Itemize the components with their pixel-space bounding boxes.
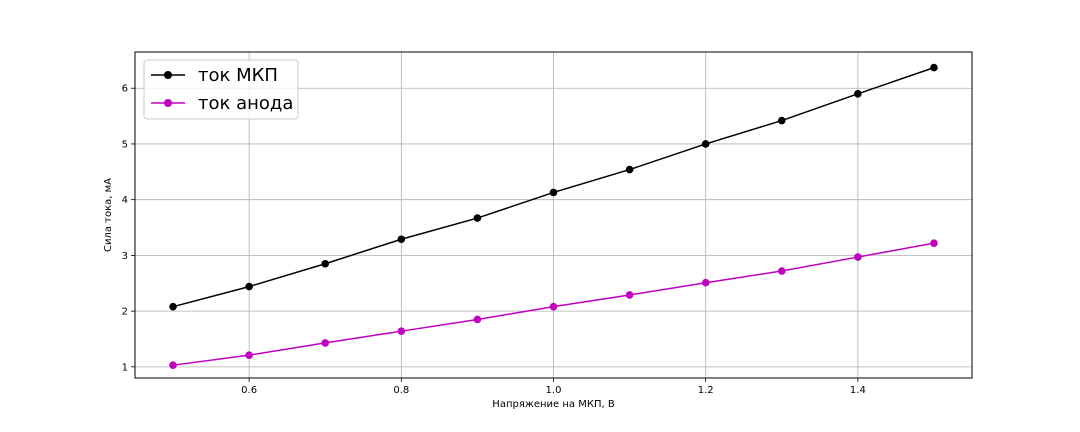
legend-label-tok-mkp: ток МКП xyxy=(198,65,278,86)
x-tick-label: 1.0 xyxy=(546,385,562,396)
legend-label-tok-anoda: ток анода xyxy=(198,93,293,114)
y-tick-label: 2 xyxy=(122,307,128,318)
y-axis-ticks: 1 2 3 4 5 6 xyxy=(122,84,135,373)
y-tick-label: 3 xyxy=(122,251,128,262)
y-axis-label: Сила тока, мА xyxy=(103,178,114,252)
data-point xyxy=(321,339,330,347)
series-layer xyxy=(169,63,938,369)
y-tick-label: 6 xyxy=(122,84,128,95)
legend-marker-tok-mkp xyxy=(164,71,172,79)
data-point xyxy=(854,253,862,261)
data-point xyxy=(854,89,862,98)
x-tick-label: 1.4 xyxy=(850,385,866,396)
data-point xyxy=(169,302,177,311)
x-tick-label: 0.6 xyxy=(241,385,257,396)
legend-marker-tok-anoda xyxy=(164,99,172,107)
x-axis-label: Напряжение на МКП, В xyxy=(492,399,615,410)
data-point xyxy=(777,267,786,275)
legend: ток МКП ток анода xyxy=(143,59,299,120)
data-point xyxy=(245,351,253,359)
x-tick-label: 1.2 xyxy=(698,385,714,396)
data-point xyxy=(549,188,558,197)
x-axis-ticks: 0.6 0.8 1.0 1.2 1.4 xyxy=(241,378,866,396)
data-point xyxy=(473,315,482,324)
y-tick-label: 1 xyxy=(122,362,128,373)
data-point xyxy=(473,214,482,222)
data-point xyxy=(701,278,710,287)
data-point xyxy=(930,63,938,72)
data-point xyxy=(625,291,634,299)
data-point xyxy=(397,327,406,335)
data-point xyxy=(169,361,177,369)
data-point xyxy=(245,282,253,291)
data-point xyxy=(930,239,938,247)
data-point xyxy=(777,116,786,125)
data-point xyxy=(397,235,406,244)
data-point xyxy=(625,165,634,174)
data-point xyxy=(321,259,330,268)
y-tick-label: 5 xyxy=(122,139,128,150)
x-tick-label: 0.8 xyxy=(393,385,409,396)
y-tick-label: 4 xyxy=(122,195,128,206)
data-point xyxy=(549,302,558,311)
data-point xyxy=(701,140,710,148)
